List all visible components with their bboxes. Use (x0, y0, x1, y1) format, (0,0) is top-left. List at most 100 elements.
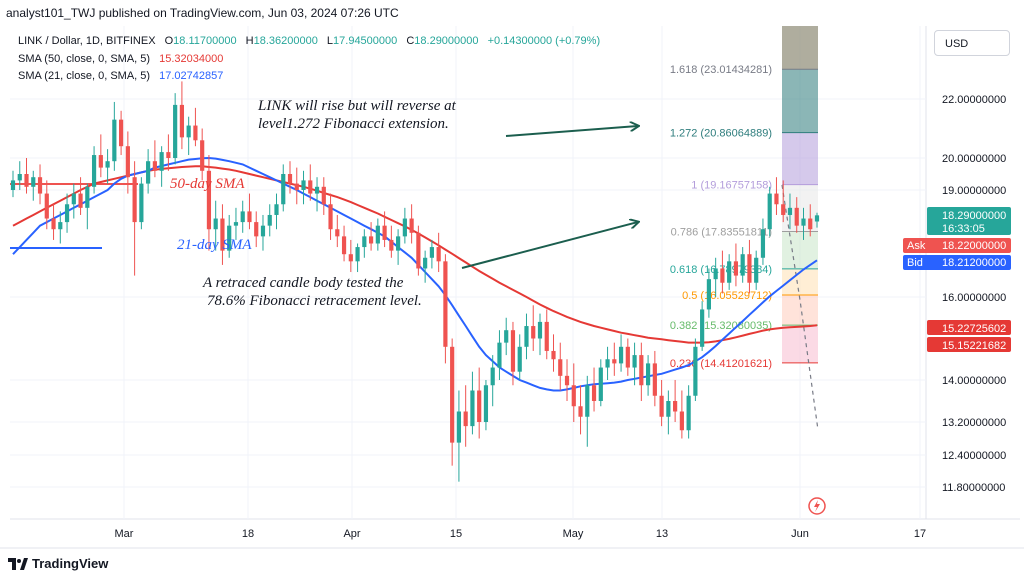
candle[interactable] (119, 110, 124, 156)
candle[interactable] (301, 170, 306, 205)
candle[interactable] (294, 167, 299, 205)
candle[interactable] (389, 225, 394, 258)
candle[interactable] (517, 334, 522, 380)
candle[interactable] (564, 359, 570, 401)
candle[interactable] (463, 385, 468, 447)
candle[interactable] (267, 204, 272, 237)
symbol-name[interactable]: LINK / Dollar, 1D, BITFINEX (18, 35, 156, 47)
candle[interactable] (733, 243, 739, 287)
legend-sma21-row[interactable]: SMA (21, close, 0, SMA, 5) 17.02742857 (18, 70, 223, 82)
candle[interactable] (159, 146, 164, 187)
events-lightning-icon[interactable] (808, 497, 826, 515)
candle[interactable] (362, 229, 367, 258)
annotation-arrow-retrace[interactable] (461, 222, 638, 269)
candle[interactable] (639, 342, 644, 401)
candle[interactable] (760, 218, 766, 265)
candle[interactable] (146, 149, 151, 194)
candle[interactable] (470, 371, 475, 435)
candle[interactable] (673, 380, 678, 422)
candle[interactable] (98, 134, 103, 178)
candle[interactable] (274, 193, 279, 230)
candle[interactable] (125, 131, 130, 194)
candle[interactable] (233, 207, 239, 240)
candle[interactable] (524, 313, 529, 360)
candle[interactable] (558, 342, 563, 391)
candle[interactable] (17, 161, 22, 190)
candle[interactable] (727, 254, 732, 290)
candle[interactable] (31, 170, 36, 201)
ask-tag[interactable]: Ask 18.22000000 (903, 238, 1011, 253)
candle[interactable] (240, 200, 245, 233)
bid-tag[interactable]: Bid 18.21200000 (903, 255, 1011, 270)
candle[interactable] (213, 200, 218, 251)
candle[interactable] (605, 346, 610, 380)
candle[interactable] (64, 193, 70, 233)
candle[interactable] (740, 247, 745, 283)
candle[interactable] (227, 214, 232, 258)
sma50-price-tag[interactable]: 15.22725602 (927, 320, 1011, 335)
candle[interactable] (281, 164, 286, 212)
candle[interactable] (443, 254, 448, 364)
candle[interactable] (531, 305, 536, 351)
candle[interactable] (632, 342, 637, 386)
candle[interactable] (382, 211, 387, 248)
candle[interactable] (801, 207, 806, 240)
candle[interactable] (368, 222, 374, 251)
candle[interactable] (436, 232, 441, 273)
candle[interactable] (618, 334, 624, 372)
candle[interactable] (308, 164, 313, 201)
candle[interactable] (152, 140, 157, 178)
candle[interactable] (409, 204, 414, 244)
candle[interactable] (659, 380, 664, 427)
candle[interactable] (477, 367, 482, 439)
candle[interactable] (551, 334, 556, 372)
candle[interactable] (591, 367, 597, 412)
candle[interactable] (24, 158, 29, 194)
candle[interactable] (355, 243, 360, 273)
candle[interactable] (186, 116, 191, 156)
candle[interactable] (139, 177, 144, 230)
candle[interactable] (747, 239, 752, 294)
candle[interactable] (10, 170, 16, 198)
candle[interactable] (456, 390, 462, 482)
fib-trend-dashed-line[interactable] (781, 184, 819, 431)
candle[interactable] (348, 239, 353, 273)
candle[interactable] (686, 385, 691, 439)
candle[interactable] (314, 177, 320, 212)
candle[interactable] (585, 375, 590, 447)
candle[interactable] (794, 197, 799, 233)
candle[interactable] (774, 177, 779, 215)
candle[interactable] (328, 193, 333, 240)
candle[interactable] (544, 309, 549, 360)
candle[interactable] (625, 338, 630, 376)
candle[interactable] (429, 239, 434, 269)
candle[interactable] (754, 250, 759, 290)
candle[interactable] (666, 390, 671, 435)
candle[interactable] (612, 342, 617, 376)
candle[interactable] (483, 380, 489, 431)
candle[interactable] (321, 177, 326, 215)
legend-sma50-row[interactable]: SMA (50, close, 0, SMA, 5) 15.32034000 (18, 53, 223, 65)
candle[interactable] (808, 204, 813, 237)
candle[interactable] (679, 390, 684, 439)
candle[interactable] (179, 81, 185, 150)
candle[interactable] (490, 355, 495, 407)
candle[interactable] (44, 180, 49, 230)
candle[interactable] (132, 161, 137, 276)
candle[interactable] (254, 211, 259, 248)
annotation-arrow-rise[interactable] (505, 126, 638, 137)
candle[interactable] (787, 193, 793, 230)
candle[interactable] (37, 164, 43, 205)
candle[interactable] (200, 128, 205, 181)
candle[interactable] (706, 268, 711, 318)
candle[interactable] (645, 355, 651, 396)
candle[interactable] (416, 225, 421, 276)
currency-button[interactable]: USD (934, 30, 1010, 56)
candle[interactable] (767, 186, 772, 237)
tradingview-logo[interactable]: TradingView (8, 556, 108, 571)
candle[interactable] (396, 229, 401, 265)
candle[interactable] (402, 207, 407, 244)
candle[interactable] (537, 313, 543, 356)
